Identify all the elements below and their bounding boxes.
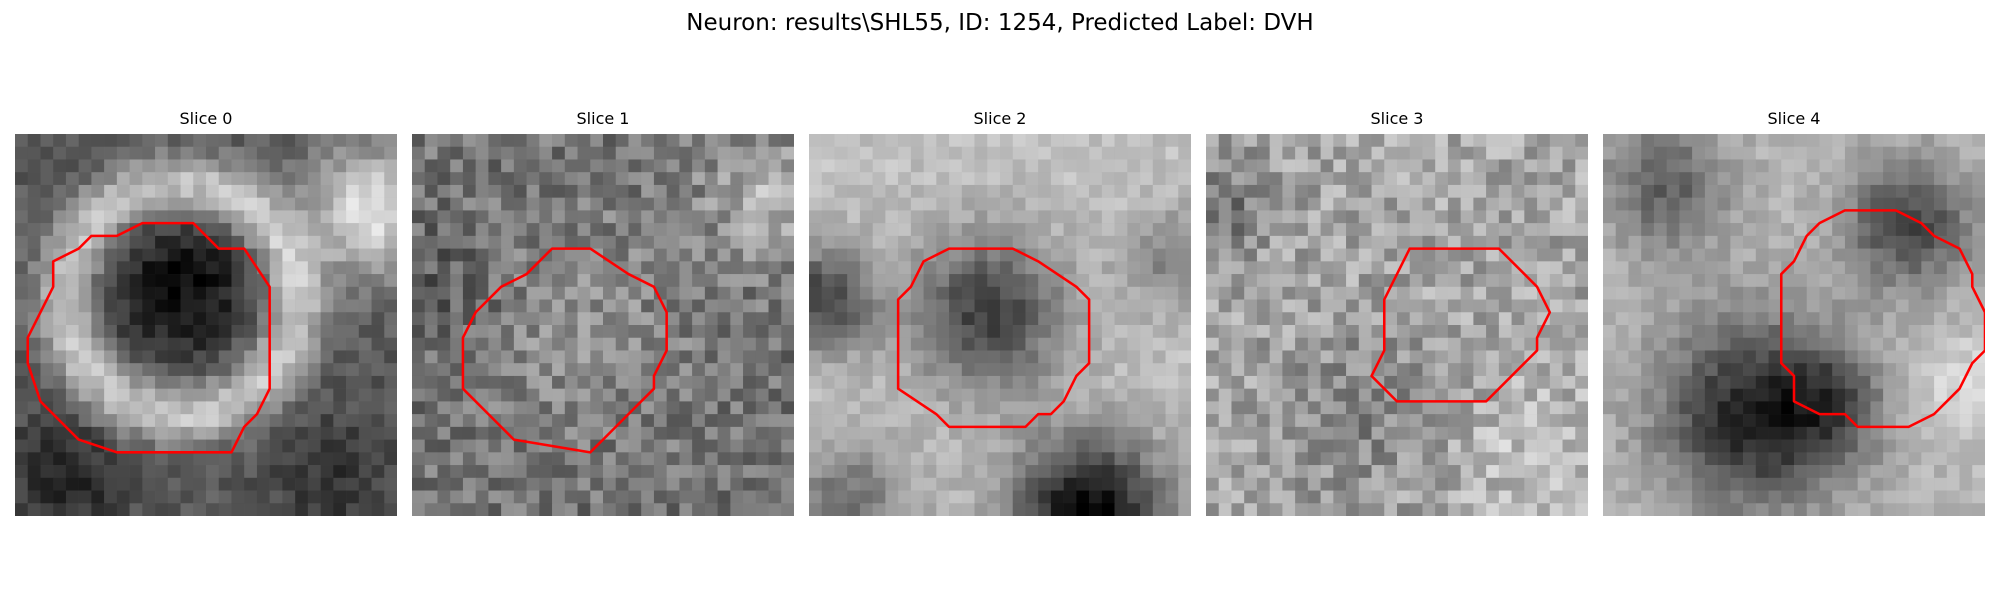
slice-image-1 [412,134,794,516]
slice-panel-3: Slice 3 [1206,108,1588,516]
slice-title-4: Slice 4 [1767,109,1821,128]
slice-title-3: Slice 3 [1370,109,1424,128]
contour-outline-2 [896,247,1091,429]
slice-title-0: Slice 0 [179,109,233,128]
slice-title-1: Slice 1 [576,109,630,128]
slice-image-3 [1206,134,1588,516]
slice-panel-0: Slice 0 [15,108,397,516]
slice-image-2 [809,134,1191,516]
contour-outline-3 [1370,247,1552,403]
slice-image-0 [15,134,397,516]
slice-panel-1: Slice 1 [412,108,794,516]
contour-outline-4 [1779,209,1985,429]
slice-title-2: Slice 2 [973,109,1027,128]
slice-image-4 [1603,134,1985,516]
slice-panel-4: Slice 4 [1603,108,1985,516]
contour-outline-1 [461,247,668,454]
slice-panel-2: Slice 2 [809,108,1191,516]
contour-outline-0 [26,221,271,454]
figure-title: Neuron: results\SHL55, ID: 1254, Predict… [686,10,1314,36]
